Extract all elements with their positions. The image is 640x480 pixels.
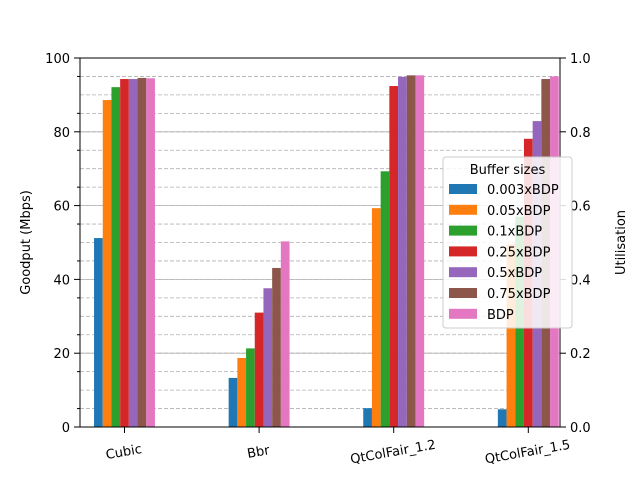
legend-title: Buffer sizes [470, 163, 546, 178]
x-tick-label: Bbr [246, 443, 271, 462]
y2-tick-label: 0.2 [570, 347, 591, 362]
bar [497, 409, 507, 427]
y-tick-label: 40 [53, 273, 70, 288]
bar [389, 86, 399, 427]
bar [272, 267, 281, 427]
legend-entry: 0.75xBDP [487, 287, 551, 302]
y2-axis-label: Utilisation [614, 210, 629, 275]
bar [263, 288, 273, 427]
bar [146, 78, 155, 428]
y-tick-label: 20 [53, 347, 70, 362]
legend-entry: BDP [487, 308, 514, 323]
legend: Buffer sizes 0.003xBDP 0.05xBDP 0.1xBDP 0.25… [442, 156, 573, 329]
legend-swatch [449, 308, 477, 319]
bar [102, 100, 112, 427]
bar [380, 171, 390, 427]
legend-swatch [449, 225, 477, 236]
legend-swatch [449, 267, 477, 278]
bar [280, 241, 290, 427]
y-tick-label: 0 [62, 421, 70, 436]
bar [237, 357, 247, 427]
bar [137, 77, 147, 428]
bar [246, 348, 255, 427]
bar [111, 87, 121, 427]
y2-tick-label: 1.0 [570, 52, 591, 67]
y-tick-label: 60 [53, 200, 70, 215]
legend-swatch [449, 246, 477, 257]
bar [94, 238, 103, 427]
bar [371, 208, 381, 427]
bar [128, 79, 138, 428]
x-tick-label: Cubic [105, 442, 143, 463]
bar [120, 79, 129, 428]
legend-swatch [449, 288, 477, 298]
y2-tick-label: 0.4 [570, 273, 591, 288]
bar [506, 244, 516, 427]
bar [406, 75, 416, 427]
legend-entry: 0.1xBDP [487, 225, 542, 240]
legend-entry: 0.05xBDP [487, 204, 551, 219]
legend-box [442, 156, 573, 329]
x-tick-label: QtColFair_1.2 [349, 438, 437, 468]
legend-entry: 0.003xBDP [487, 183, 559, 198]
y2-tick-label: 0.8 [570, 126, 591, 141]
bar [415, 75, 425, 427]
legend-entry: 0.5xBDP [487, 266, 542, 281]
y-axis-label: Goodput (Mbps) [19, 190, 34, 295]
y2-tick-label: 0.6 [570, 200, 591, 215]
legend-swatch [449, 184, 477, 194]
bar [228, 377, 238, 427]
y-tick-label: 100 [45, 52, 70, 67]
y2-tick-label: 0.0 [570, 421, 591, 436]
legend-swatch [449, 204, 477, 215]
bar [363, 408, 372, 427]
x-tick-label: QtColFair_1.5 [484, 438, 572, 468]
bar [254, 312, 264, 427]
legend-entry: 0.25xBDP [487, 245, 551, 260]
bar [398, 76, 407, 427]
y-tick-label: 80 [53, 126, 70, 141]
